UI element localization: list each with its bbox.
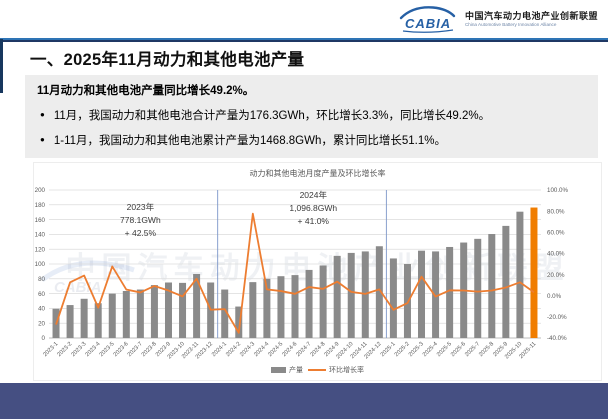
left-axis-tick: 160 (35, 217, 46, 224)
bar (432, 251, 440, 338)
legend-label-growth: 环比增长率 (329, 367, 364, 374)
left-axis-tick: 60 (38, 291, 45, 298)
bar (488, 234, 496, 338)
org-name-en: China Automotive Battery Innovation Alli… (464, 21, 557, 27)
logo-text: CABIA (405, 16, 451, 31)
bar (319, 265, 327, 338)
bar (122, 291, 130, 338)
header-rule-bottom (0, 40, 608, 42)
left-axis-tick: 100 (35, 261, 46, 268)
right-axis-tick: 20.0% (547, 272, 565, 279)
bar (94, 303, 102, 338)
chart-title: 动力和其他电池月度产量及环比增长率 (249, 169, 386, 178)
bar (80, 298, 88, 338)
legend-item-production: 产量 (271, 365, 303, 375)
bar (249, 282, 257, 338)
production-chart: CABIA 0 20 40 60 80 100 120 140 160 180 200 -40.0% -2… (35, 187, 569, 360)
annotation-text: + 41.0% (298, 216, 330, 226)
cabia-logo: CABIA (399, 4, 457, 34)
right-axis-tick: 40.0% (547, 251, 565, 258)
org-names: 中国汽车动力电池产业创新联盟 China Automotive Battery … (465, 11, 598, 28)
bar (291, 275, 299, 338)
right-axis-tick: -20.0% (547, 314, 567, 321)
bar (403, 264, 411, 338)
chart-panel: 动力和其他电池月度产量及环比增长率 中国汽车动力电池产业创新联盟 CABIA 0 2… (33, 162, 602, 381)
line-swatch (308, 369, 326, 371)
legend-item-growth: 环比增长率 (308, 365, 364, 375)
summary-headline: 11月动力和其他电池产量同比增长49.2%。 (37, 85, 255, 97)
annotation-text: 2023年 (127, 202, 155, 212)
bar (263, 278, 271, 338)
bar (389, 258, 397, 338)
car-swoosh-icon: CABIA (399, 6, 456, 33)
left-axis-tick: 200 (35, 187, 46, 194)
legend-label-production: 产量 (289, 367, 303, 374)
header: CABIA 中国汽车动力电池产业创新联盟 China Automotive Ba… (0, 0, 608, 38)
watermark-logo-text: CABIA (54, 279, 102, 296)
bar (474, 238, 482, 338)
header-rule-top (0, 38, 608, 40)
org-name-zh: 中国汽车动力电池产业创新联盟 (464, 10, 598, 21)
bar (305, 269, 313, 338)
bar (193, 273, 201, 338)
bar (418, 250, 426, 338)
growth-line (55, 212, 535, 334)
summary-bullet-1: 11月，我国动力和其他电池合计产量为176.3GWh，环比增长3.3%，同比增长… (37, 107, 586, 123)
bar-swatch (271, 367, 286, 373)
annotation-text: + 42.5% (125, 228, 157, 238)
left-axis-tick: 80 (38, 276, 45, 283)
left-axis-tick: 180 (35, 202, 46, 209)
left-edge-accent (0, 39, 3, 93)
watermark-logo-swoosh (40, 260, 135, 283)
chart-legend: 产量 环比增长率 (34, 365, 601, 375)
bar (446, 246, 454, 338)
bar (277, 276, 285, 338)
bar (333, 255, 341, 338)
bar (235, 306, 243, 338)
left-axis-tick: 40 (38, 306, 45, 313)
right-axis-tick: 0.0% (547, 293, 562, 300)
summary-bullet-2: 1-11月，我国动力和其他电池累计产量为1468.8GWh，累计同比增长51.1… (37, 132, 586, 148)
bar (347, 252, 355, 338)
left-axis-tick: 140 (35, 232, 46, 239)
annotation-text: 1,096.8GWh (289, 203, 337, 213)
summary-panel: 11月动力和其他电池产量同比增长49.2%。 11月，我国动力和其他电池合计产量… (25, 75, 598, 158)
org-logo-block: CABIA 中国汽车动力电池产业创新联盟 China Automotive Ba… (399, 4, 598, 34)
bar (221, 289, 229, 338)
bar (150, 285, 158, 338)
bar-highlight (530, 207, 538, 338)
left-axis-tick: 120 (35, 246, 46, 253)
bar (375, 246, 383, 338)
page-title: 一、2025年11月动力和其他电池产量 (30, 51, 305, 69)
footer-bar (0, 383, 608, 419)
right-axis-tick: 100.0% (547, 187, 568, 194)
annotation-text: 2024年 (300, 190, 328, 200)
bar (179, 282, 187, 338)
bar (136, 289, 144, 338)
right-axis-tick: 80.0% (547, 208, 565, 215)
annotation-text: 778.1GWh (120, 215, 161, 225)
left-axis-tick: 0 (42, 335, 46, 342)
bar (66, 305, 74, 338)
bar (164, 282, 172, 338)
left-axis-tick: 20 (38, 320, 45, 327)
bar (516, 211, 524, 338)
bar (502, 225, 510, 338)
right-axis-tick: -40.0% (547, 335, 567, 342)
bar (108, 293, 116, 338)
right-axis-tick: 60.0% (547, 229, 565, 236)
